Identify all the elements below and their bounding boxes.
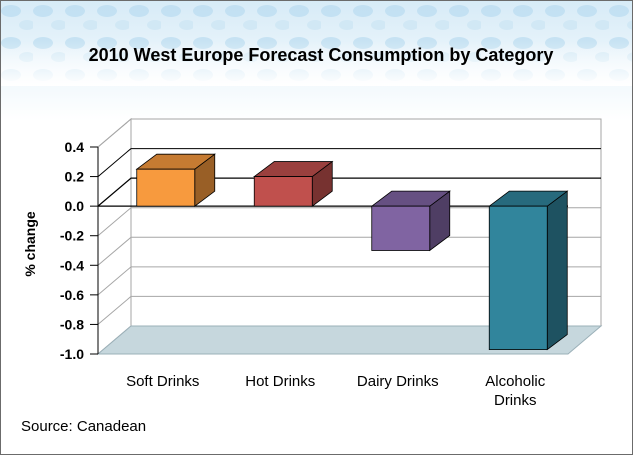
bar	[136, 168, 196, 207]
gridline	[97, 148, 601, 177]
y-tick-label: -0.4	[60, 257, 84, 273]
bar	[371, 205, 431, 251]
y-tick-label: -1.0	[60, 346, 84, 362]
y-tick-label: 0.4	[65, 139, 85, 155]
x-tick-label: Soft Drinks	[126, 373, 199, 390]
side-wall	[97, 117, 132, 356]
bubble-fade	[1, 41, 632, 86]
y-tick-label: 0.2	[65, 169, 85, 185]
y-tick-label: 0.0	[65, 198, 85, 214]
x-tick-label: Dairy Drinks	[357, 373, 439, 390]
gridline	[97, 118, 601, 148]
source-note: Source: Canadean	[21, 418, 147, 435]
y-axis-label: % change	[22, 211, 38, 277]
chart-title: 2010 West Europe Forecast Consumption by…	[88, 45, 554, 65]
bar	[253, 176, 313, 207]
gridline	[97, 295, 601, 325]
x-tick-label: Hot Drinks	[245, 373, 315, 390]
y-tick-label: -0.6	[60, 287, 84, 303]
bar-side	[546, 190, 568, 351]
gridline	[97, 177, 601, 207]
bar	[488, 205, 548, 350]
x-tick-label: Alcoholic Drinks	[485, 373, 546, 409]
y-tick-label: -0.8	[60, 316, 84, 332]
y-tick-label: -0.2	[60, 228, 84, 244]
plot-area: 0.4 0.2 0.0 -0.2 -0.4 -0.6 -0.8 -1.0 Soft Drinks…	[60, 117, 603, 409]
gridline	[97, 266, 601, 296]
chart-floor	[96, 325, 603, 355]
